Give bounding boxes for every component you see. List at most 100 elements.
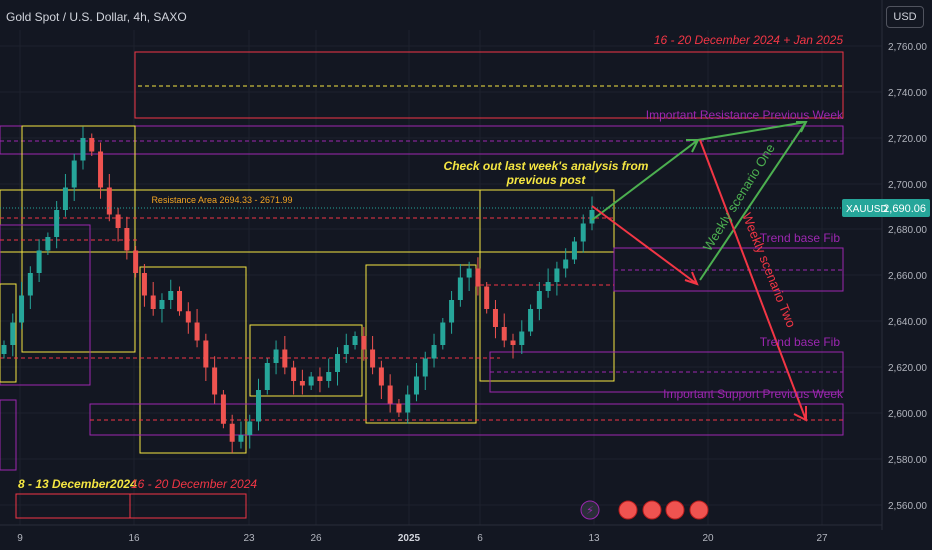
candle-body [10,322,16,345]
time-tick-label: 6 [477,533,483,544]
flag-event-icon-3[interactable] [665,500,685,520]
candle-body [422,358,428,377]
candle-body [106,187,112,215]
candle-body [580,223,586,242]
lightning-glyph: ⚡ [586,504,594,517]
candle-body [370,349,376,368]
candle-body [115,214,121,228]
candle-body [212,367,218,395]
candle-body [62,187,68,210]
support-prev-label: Important Support Previous Week [663,387,844,401]
candle-body [194,322,200,341]
time-tick-label: 23 [243,533,255,544]
candle-body [238,435,244,442]
grid-lines [0,30,882,525]
lightning-icon[interactable] [580,500,600,520]
candle-body [133,250,139,273]
scenario-two-path-2 [699,139,807,421]
candle-body [150,295,156,309]
candle-body [299,381,305,386]
resistance-area-box [0,189,615,253]
candle-body [343,345,349,354]
week-box-1 [21,125,136,353]
price-tick-label: 2,580.00 [888,455,927,466]
candle-body [545,282,551,291]
currency-button[interactable]: USD [886,6,924,28]
week-box-2 [139,266,247,454]
price-tick-label: 2,640.00 [888,317,927,328]
last-price-value: 2,690.06 [883,203,926,215]
candlestick-series [1,126,595,453]
candle-body [308,376,314,386]
candle-body [159,300,165,309]
candle-body [387,385,393,404]
candle-body [45,237,51,251]
candle-body [27,273,33,296]
candle-body [177,291,183,312]
candle-body [98,151,104,188]
candle-body [536,291,542,309]
scenario-two-arrowhead-2 [793,406,807,422]
time-tick-label: 26 [310,533,322,544]
trend-fib-label-1: Trend base Fib [760,231,841,245]
price-tick-label: 2,680.00 [888,225,927,236]
candle-body [361,336,367,350]
zone-top-label: 16 - 20 December 2024 + Jan 2025 [654,33,843,47]
price-tick-label: 2,660.00 [888,271,927,282]
candle-body [220,394,226,424]
candle-body [89,138,95,152]
candle-body [510,340,516,345]
candle-body [475,268,481,287]
candle-body [563,259,569,269]
candle-body [484,286,490,309]
price-tick-label: 2,700.00 [888,180,927,191]
resistance-area-label: Resistance Area 2694.33 - 2671.99 [151,195,292,205]
candle-body [378,367,384,386]
candle-body [1,345,7,354]
time-tick-label: 27 [816,533,828,544]
scenario-one-leg [699,121,807,281]
last-price-symbol: XAUUSD [846,204,888,215]
price-tick-label: 2,760.00 [888,42,927,53]
candle-body [282,349,288,368]
candle-body [466,268,472,278]
resistance-prev-label: Important Resistance Previous Week [646,108,844,122]
price-tick-label: 2,560.00 [888,501,927,512]
zone-box-top [134,51,844,119]
candle-body [141,273,147,296]
last-price-badge [842,199,930,217]
candle-body [501,327,507,341]
candle-body [554,268,560,282]
candle-body [203,340,209,368]
candle-body [413,376,419,395]
flag-event-icon-4[interactable] [689,500,709,520]
price-tick-label: 2,600.00 [888,409,927,420]
candle-body [519,331,525,345]
candle-body [229,423,235,442]
candle-body [449,300,455,323]
time-tick-label: 13 [588,533,600,544]
candle-body [71,160,77,188]
time-axis[interactable]: 9 16 23 26 2025 6 13 20 27 [17,533,828,544]
candle-body [589,210,595,224]
candle-body [317,376,323,381]
candle-body [36,250,42,273]
flag-event-icon-1[interactable] [618,500,638,520]
price-axis-background [882,30,932,530]
candle-body [168,291,174,300]
candle-body [273,349,279,363]
check-out-label-line2: previous post [506,173,587,187]
flag-event-icon-2[interactable] [642,500,662,520]
candle-body [326,372,332,381]
price-axis[interactable]: 2,760.00 2,740.00 2,720.00 2,700.00 2,680.00… [888,42,927,512]
time-tick-label: 2025 [398,533,421,544]
check-out-label-line1: Check out last week's analysis from [444,159,649,173]
week-label-box-2 [129,493,247,519]
left-purple-box-2 [0,399,17,471]
price-tick-label: 2,720.00 [888,134,927,145]
week-label-1: 8 - 13 December2024 [18,477,137,491]
candle-body [54,210,60,237]
candle-body [291,367,297,381]
